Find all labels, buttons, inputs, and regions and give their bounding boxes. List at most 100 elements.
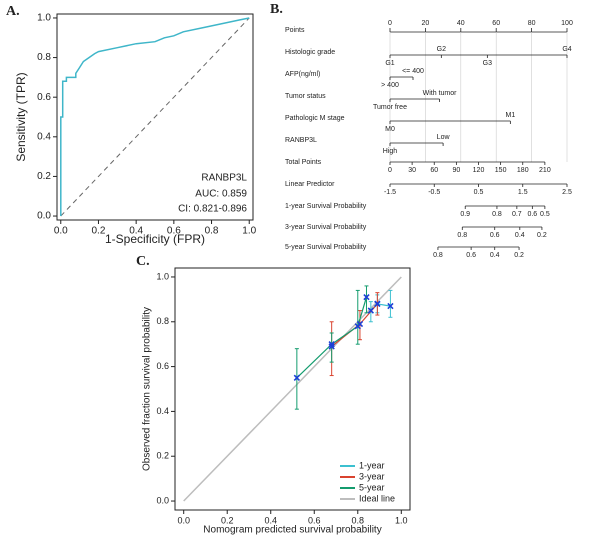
tick-label: 0.4 bbox=[490, 252, 500, 259]
legend-label: 5-year bbox=[359, 482, 385, 492]
panel-label: C. bbox=[136, 254, 150, 269]
level-label: G1 bbox=[385, 60, 394, 67]
x-axis-label: 1-Specificity (FPR) bbox=[105, 232, 205, 246]
x-tick-label: 0.8 bbox=[205, 226, 219, 237]
tick-label: 0.6 bbox=[466, 252, 476, 259]
x-tick-label: 0.8 bbox=[352, 515, 365, 525]
tick-label: 40 bbox=[457, 20, 465, 27]
y-tick-label: 0.8 bbox=[37, 52, 51, 63]
row-label: Tumor status bbox=[285, 93, 326, 100]
row-label: AFP(ng/ml) bbox=[285, 71, 320, 78]
tick-label: 180 bbox=[517, 167, 529, 174]
calibration-line bbox=[296, 296, 368, 379]
y-tick-label: 0.8 bbox=[156, 316, 169, 326]
tick-label: 0.7 bbox=[512, 211, 522, 218]
row-label: Pathologic M stage bbox=[285, 115, 345, 122]
x-tick-label: 0.0 bbox=[177, 515, 190, 525]
tick-label: 0.2 bbox=[514, 252, 524, 259]
panel-label: B. bbox=[270, 2, 283, 17]
annotation: CI: 0.821-0.896 bbox=[178, 204, 247, 215]
tick-label: 0.4 bbox=[515, 232, 525, 239]
y-axis-label: Sensitivity (TPR) bbox=[14, 72, 28, 161]
y-tick-label: 0.0 bbox=[156, 495, 169, 505]
tick-label: 0.5 bbox=[540, 211, 550, 218]
panel-label: A. bbox=[6, 4, 20, 19]
row-label: Total Points bbox=[285, 159, 322, 166]
row-label: 3-year Survival Probability bbox=[285, 224, 367, 231]
level-label: G4 bbox=[562, 46, 571, 53]
tick-label: 60 bbox=[492, 20, 500, 27]
tick-label: 90 bbox=[452, 167, 460, 174]
marker bbox=[328, 341, 335, 348]
tick-label: 120 bbox=[473, 167, 485, 174]
x-tick-label: 0.2 bbox=[221, 515, 234, 525]
row-label: Linear Predictor bbox=[285, 181, 335, 188]
x-tick-label: 0.4 bbox=[264, 515, 277, 525]
tick-label: -0.5 bbox=[428, 189, 440, 196]
tick-label: 0.2 bbox=[537, 232, 547, 239]
row-label: 1-year Survival Probability bbox=[285, 203, 367, 210]
tick-label: -1.5 bbox=[384, 189, 396, 196]
y-tick-label: 1.0 bbox=[156, 271, 169, 281]
marker bbox=[354, 323, 361, 330]
row-label: Histologic grade bbox=[285, 49, 335, 56]
y-axis-label: Observed fraction survival probability bbox=[142, 307, 153, 471]
marker bbox=[363, 293, 370, 301]
level-label: <= 400 bbox=[402, 68, 424, 75]
marker bbox=[374, 300, 381, 308]
tick-label: 0.8 bbox=[492, 211, 502, 218]
row-label: 5-year Survival Probability bbox=[285, 244, 367, 251]
marker bbox=[293, 374, 301, 381]
tick-label: 2.5 bbox=[562, 189, 572, 196]
legend-label: 1-year bbox=[359, 460, 385, 470]
x-tick-label: 0.4 bbox=[129, 226, 143, 237]
x-tick-label: 1.0 bbox=[395, 515, 408, 525]
y-tick-label: 0.4 bbox=[156, 406, 169, 416]
annotation: AUC: 0.859 bbox=[195, 189, 247, 200]
level-label: M1 bbox=[505, 112, 515, 119]
marker bbox=[328, 343, 335, 350]
level-label: With tumor bbox=[423, 90, 458, 97]
x-tick-label: 0.6 bbox=[308, 515, 321, 525]
tick-label: 210 bbox=[539, 167, 551, 174]
y-tick-label: 0.2 bbox=[37, 171, 51, 182]
tick-label: 0.8 bbox=[433, 252, 443, 259]
x-tick-label: 0.2 bbox=[92, 226, 106, 237]
row-label: RANBP3L bbox=[285, 137, 317, 144]
tick-label: 20 bbox=[422, 20, 430, 27]
tick-label: 60 bbox=[430, 167, 438, 174]
legend-label: Ideal line bbox=[359, 493, 395, 503]
y-tick-label: 1.0 bbox=[37, 13, 51, 24]
level-label: Low bbox=[437, 134, 451, 141]
reference-line bbox=[60, 17, 250, 217]
marker bbox=[367, 307, 374, 314]
roc-curve bbox=[60, 17, 250, 216]
tick-label: 0.8 bbox=[457, 232, 467, 239]
y-tick-label: 0.6 bbox=[37, 92, 51, 103]
tick-label: 0.5 bbox=[474, 189, 484, 196]
tick-label: 80 bbox=[528, 20, 536, 27]
plot-frame bbox=[174, 267, 411, 511]
tick-label: 30 bbox=[408, 167, 416, 174]
plot-frame bbox=[56, 13, 254, 221]
level-label: M0 bbox=[385, 126, 395, 133]
tick-label: 1.5 bbox=[518, 189, 528, 196]
y-tick-label: 0.2 bbox=[156, 451, 169, 461]
legend-label: 3-year bbox=[359, 471, 385, 481]
level-label: G3 bbox=[483, 60, 492, 67]
tick-label: 0.6 bbox=[490, 232, 500, 239]
legend-label: RANBP3L bbox=[201, 173, 247, 184]
tick-label: 0 bbox=[388, 167, 392, 174]
level-label: Tumor free bbox=[373, 104, 407, 111]
marker bbox=[387, 302, 394, 310]
row-label: Points bbox=[285, 27, 305, 34]
y-tick-label: 0.0 bbox=[37, 211, 51, 222]
level-label: High bbox=[383, 148, 398, 155]
tick-label: 150 bbox=[495, 167, 507, 174]
ideal-line bbox=[183, 276, 402, 502]
tick-label: 0.6 bbox=[527, 211, 537, 218]
y-tick-label: 0.4 bbox=[37, 131, 51, 142]
y-tick-label: 0.6 bbox=[156, 361, 169, 371]
